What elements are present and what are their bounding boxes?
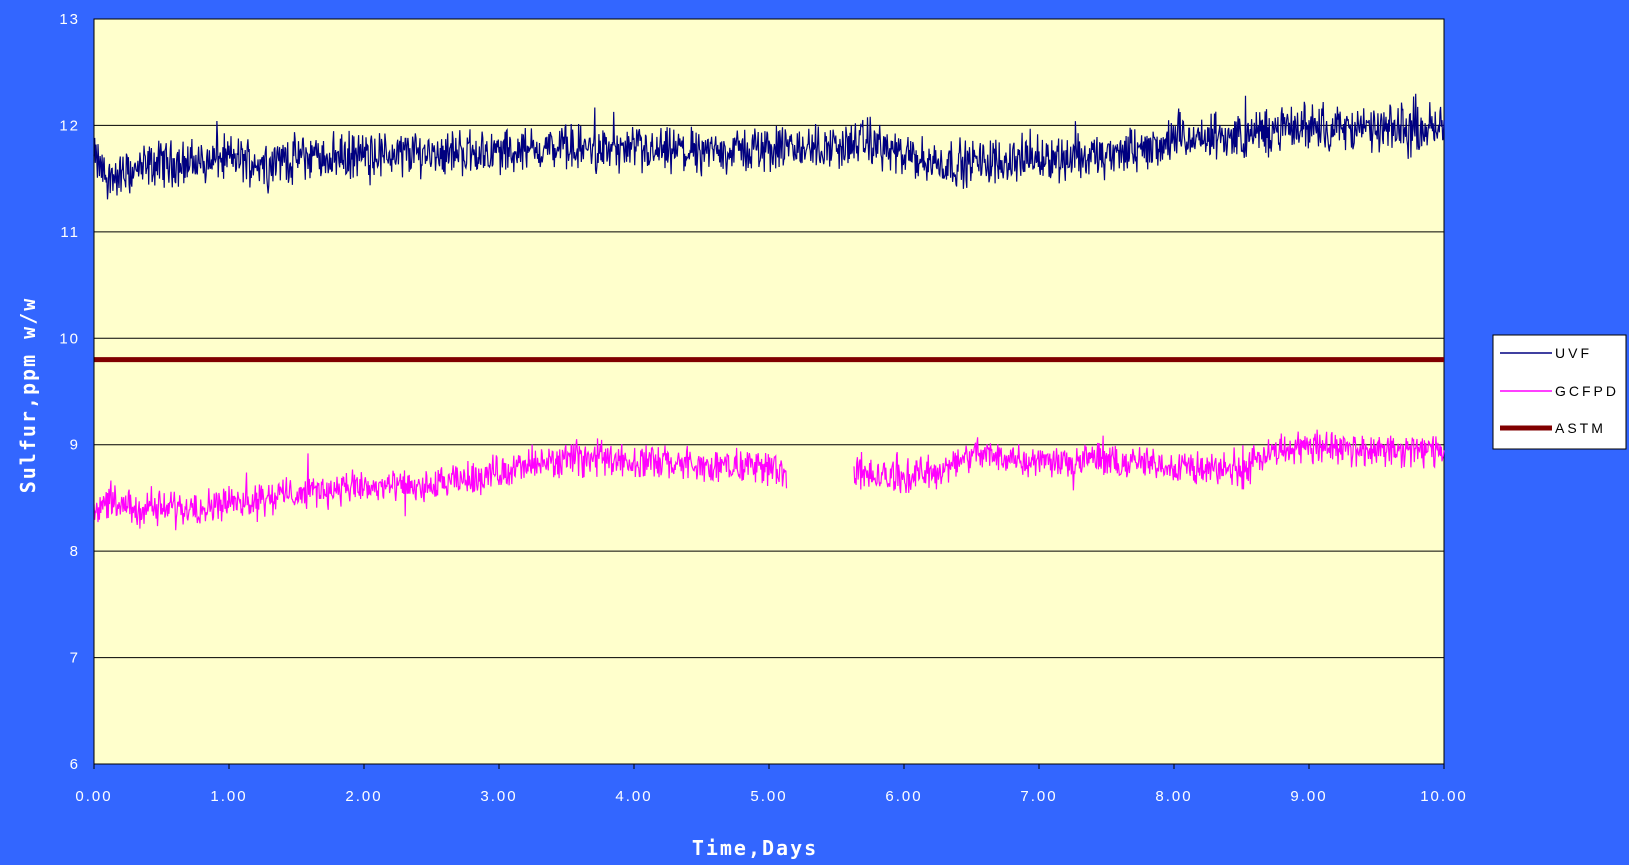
plot-area (93, 18, 1445, 765)
series-gcfpd-line-segment-2 (853, 429, 1445, 494)
y-tick-label: 12 (59, 117, 80, 134)
y-tick-label: 13 (59, 11, 80, 28)
legend-label-astm: ASTM (1555, 420, 1606, 436)
x-tick-labels: 0.00 1.00 2.00 3.00 4.00 5.00 6.00 7.00 8.00 9.00… (75, 764, 1468, 805)
y-tick-label: 7 (70, 650, 80, 667)
x-tick-label: 1.00 (210, 788, 247, 805)
gridlines (94, 124, 1444, 659)
x-tick-label: 2.00 (345, 788, 382, 805)
x-tick-label: 7.00 (1020, 788, 1057, 805)
y-axis-title: Sulfur,ppm w/w (16, 297, 40, 494)
legend-label-uvf: UVF (1555, 345, 1592, 361)
y-tick-label: 10 (59, 330, 80, 347)
legend-label-gcfpd: GCFPD (1555, 383, 1619, 399)
y-tick-label: 11 (60, 224, 80, 241)
x-tick-label: 8.00 (1155, 788, 1192, 805)
y-tick-label: 6 (70, 756, 80, 773)
series-layer (93, 93, 1445, 531)
series-gcfpd-line-segment-1 (93, 438, 788, 531)
x-tick-label: 3.00 (480, 788, 517, 805)
y-tick-labels: 13 12 11 10 9 8 7 6 (59, 11, 80, 773)
x-tick-label: 10.00 (1420, 788, 1468, 805)
y-tick-label: 9 (70, 437, 80, 454)
x-tick-label: 0.00 (75, 788, 112, 805)
x-axis-title: Time,Days (692, 836, 818, 860)
x-tick-label: 6.00 (885, 788, 922, 805)
x-tick-label: 5.00 (750, 788, 787, 805)
y-tick-label: 8 (70, 543, 80, 560)
series-uvf-line (93, 93, 1445, 200)
legend: UVF GCFPD ASTM (1492, 334, 1627, 450)
x-tick-label: 4.00 (615, 788, 652, 805)
x-tick-label: 9.00 (1290, 788, 1327, 805)
